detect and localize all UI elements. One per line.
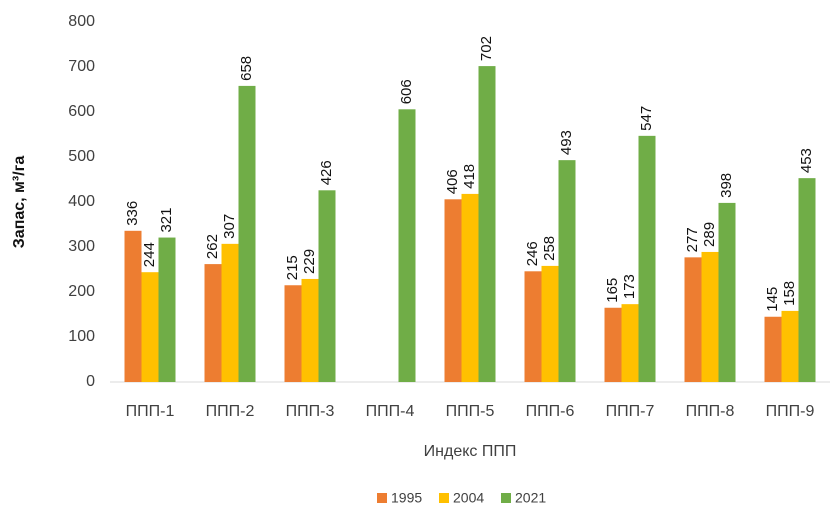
data-label: 229 xyxy=(301,249,318,274)
data-label: 165 xyxy=(604,278,621,303)
data-label: 702 xyxy=(478,36,495,61)
bar xyxy=(798,178,816,382)
data-label: 246 xyxy=(524,241,541,266)
bar xyxy=(558,160,576,382)
bar xyxy=(461,193,479,382)
data-label: 258 xyxy=(541,236,558,261)
y-tick-label: 400 xyxy=(68,193,95,210)
y-tick-label: 800 xyxy=(68,13,95,30)
bar xyxy=(541,265,559,382)
bar xyxy=(701,251,719,382)
x-tick-label: ППП-5 xyxy=(446,403,495,420)
legend-label: 2021 xyxy=(515,490,546,506)
bar xyxy=(124,230,142,382)
bar xyxy=(781,310,799,382)
data-label: 606 xyxy=(398,79,415,104)
bar xyxy=(301,278,319,382)
bar xyxy=(141,272,159,382)
data-label: 418 xyxy=(461,164,478,189)
x-tick-label: ППП-2 xyxy=(206,403,255,420)
bar xyxy=(478,66,496,382)
bar xyxy=(398,109,416,383)
x-tick-label: ППП-7 xyxy=(606,403,655,420)
y-tick-label: 100 xyxy=(68,328,95,345)
y-axis-title: Запас, м³/га xyxy=(11,156,28,249)
bar xyxy=(718,202,736,382)
data-label: 321 xyxy=(158,208,175,233)
data-label: 336 xyxy=(124,201,141,226)
y-tick-label: 700 xyxy=(68,58,95,75)
y-tick-label: 200 xyxy=(68,283,95,300)
data-label: 277 xyxy=(684,227,701,252)
legend-swatch xyxy=(377,493,387,503)
bar xyxy=(238,85,256,383)
data-label: 453 xyxy=(798,148,815,173)
x-tick-label: ППП-6 xyxy=(526,403,575,420)
legend-label: 1995 xyxy=(391,490,422,506)
x-tick-label: ППП-4 xyxy=(366,403,415,420)
y-tick-label: 300 xyxy=(68,238,95,255)
x-tick-label: ППП-9 xyxy=(766,403,815,420)
data-label: 215 xyxy=(284,255,301,280)
data-label: 262 xyxy=(204,234,221,259)
bar xyxy=(284,285,302,382)
legend-swatch xyxy=(501,493,511,503)
y-tick-label: 500 xyxy=(68,148,95,165)
data-label: 493 xyxy=(558,130,575,155)
data-label: 158 xyxy=(781,281,798,306)
data-label: 426 xyxy=(318,160,335,185)
bar xyxy=(318,190,336,382)
data-label: 658 xyxy=(238,56,255,81)
bar xyxy=(204,264,222,382)
data-label: 244 xyxy=(141,242,158,267)
bar xyxy=(684,257,702,382)
data-label: 173 xyxy=(621,274,638,299)
data-label: 289 xyxy=(701,222,718,247)
data-label: 398 xyxy=(718,173,735,198)
legend-label: 2004 xyxy=(453,490,484,506)
x-tick-label: ППП-1 xyxy=(126,403,175,420)
bar xyxy=(444,199,462,382)
bar xyxy=(604,307,622,382)
bar xyxy=(764,316,782,382)
data-label: 145 xyxy=(764,287,781,312)
data-label: 406 xyxy=(444,169,461,194)
y-tick-label: 0 xyxy=(86,373,95,390)
bar xyxy=(221,243,239,382)
x-tick-label: ППП-3 xyxy=(286,403,335,420)
x-tick-label: ППП-8 xyxy=(686,403,735,420)
bar xyxy=(621,304,639,382)
data-label: 547 xyxy=(638,106,655,131)
legend-swatch xyxy=(439,493,449,503)
y-tick-label: 600 xyxy=(68,103,95,120)
x-axis-title: Индекс ППП xyxy=(424,443,517,460)
data-label: 307 xyxy=(221,214,238,239)
bar xyxy=(524,271,542,382)
bar xyxy=(158,237,176,382)
bar xyxy=(638,135,656,382)
